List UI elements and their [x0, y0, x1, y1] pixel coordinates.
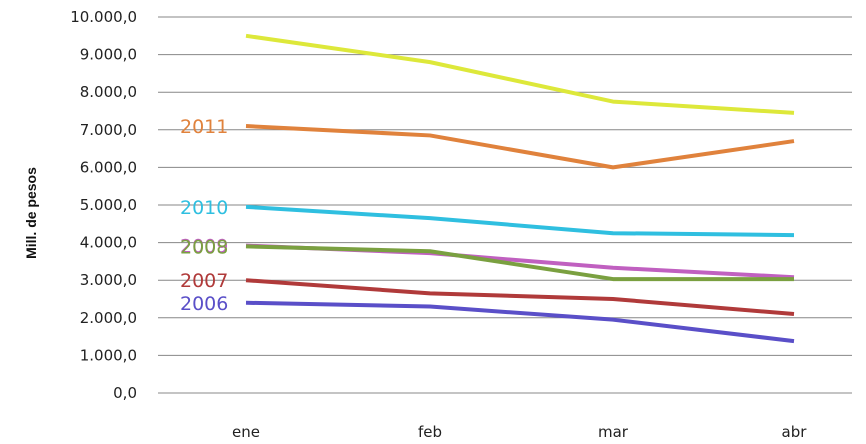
- y-tick-label: 2.000,0: [80, 309, 137, 327]
- series-label: 2007: [180, 270, 228, 292]
- series-line: [245, 244, 794, 282]
- series-label: 2011: [180, 116, 228, 138]
- y-tick-label: 1.000,0: [80, 346, 137, 364]
- series-label: 2009: [180, 236, 228, 258]
- y-tick-label: 9.000,0: [80, 46, 137, 64]
- series-line: [245, 124, 795, 170]
- series-line: [245, 300, 795, 344]
- series-lines: [245, 33, 795, 344]
- y-tick-label: 4.000,0: [80, 234, 137, 252]
- x-tick-labels: ene feb mar abr: [232, 423, 807, 441]
- y-tick-labels: 0,0 1.000,0 2.000,0 3.000,0 4.000,0 5.000,0 6.…: [70, 8, 137, 402]
- x-tick-label: mar: [598, 423, 629, 441]
- series-line: [245, 33, 795, 115]
- series-label: 2006: [180, 293, 228, 315]
- y-tick-label: 0,0: [113, 384, 137, 402]
- y-tick-label: 6.000,0: [80, 158, 137, 176]
- series-label: 2010: [180, 197, 228, 219]
- x-tick-label: feb: [418, 423, 442, 441]
- series-line: [245, 204, 795, 238]
- y-tick-label: 7.000,0: [80, 121, 137, 139]
- series-label: 2008: [180, 236, 228, 258]
- y-tick-label: 3.000,0: [80, 271, 137, 289]
- y-tick-label: 10.000,0: [70, 8, 137, 26]
- x-tick-label: ene: [232, 423, 260, 441]
- series-line: [245, 278, 795, 317]
- y-tick-label: 5.000,0: [80, 196, 137, 214]
- gridlines: [158, 16, 852, 394]
- x-tick-label: abr: [782, 423, 808, 441]
- y-axis-title: Mill. de pesos: [23, 167, 39, 259]
- y-tick-label: 8.000,0: [80, 83, 137, 101]
